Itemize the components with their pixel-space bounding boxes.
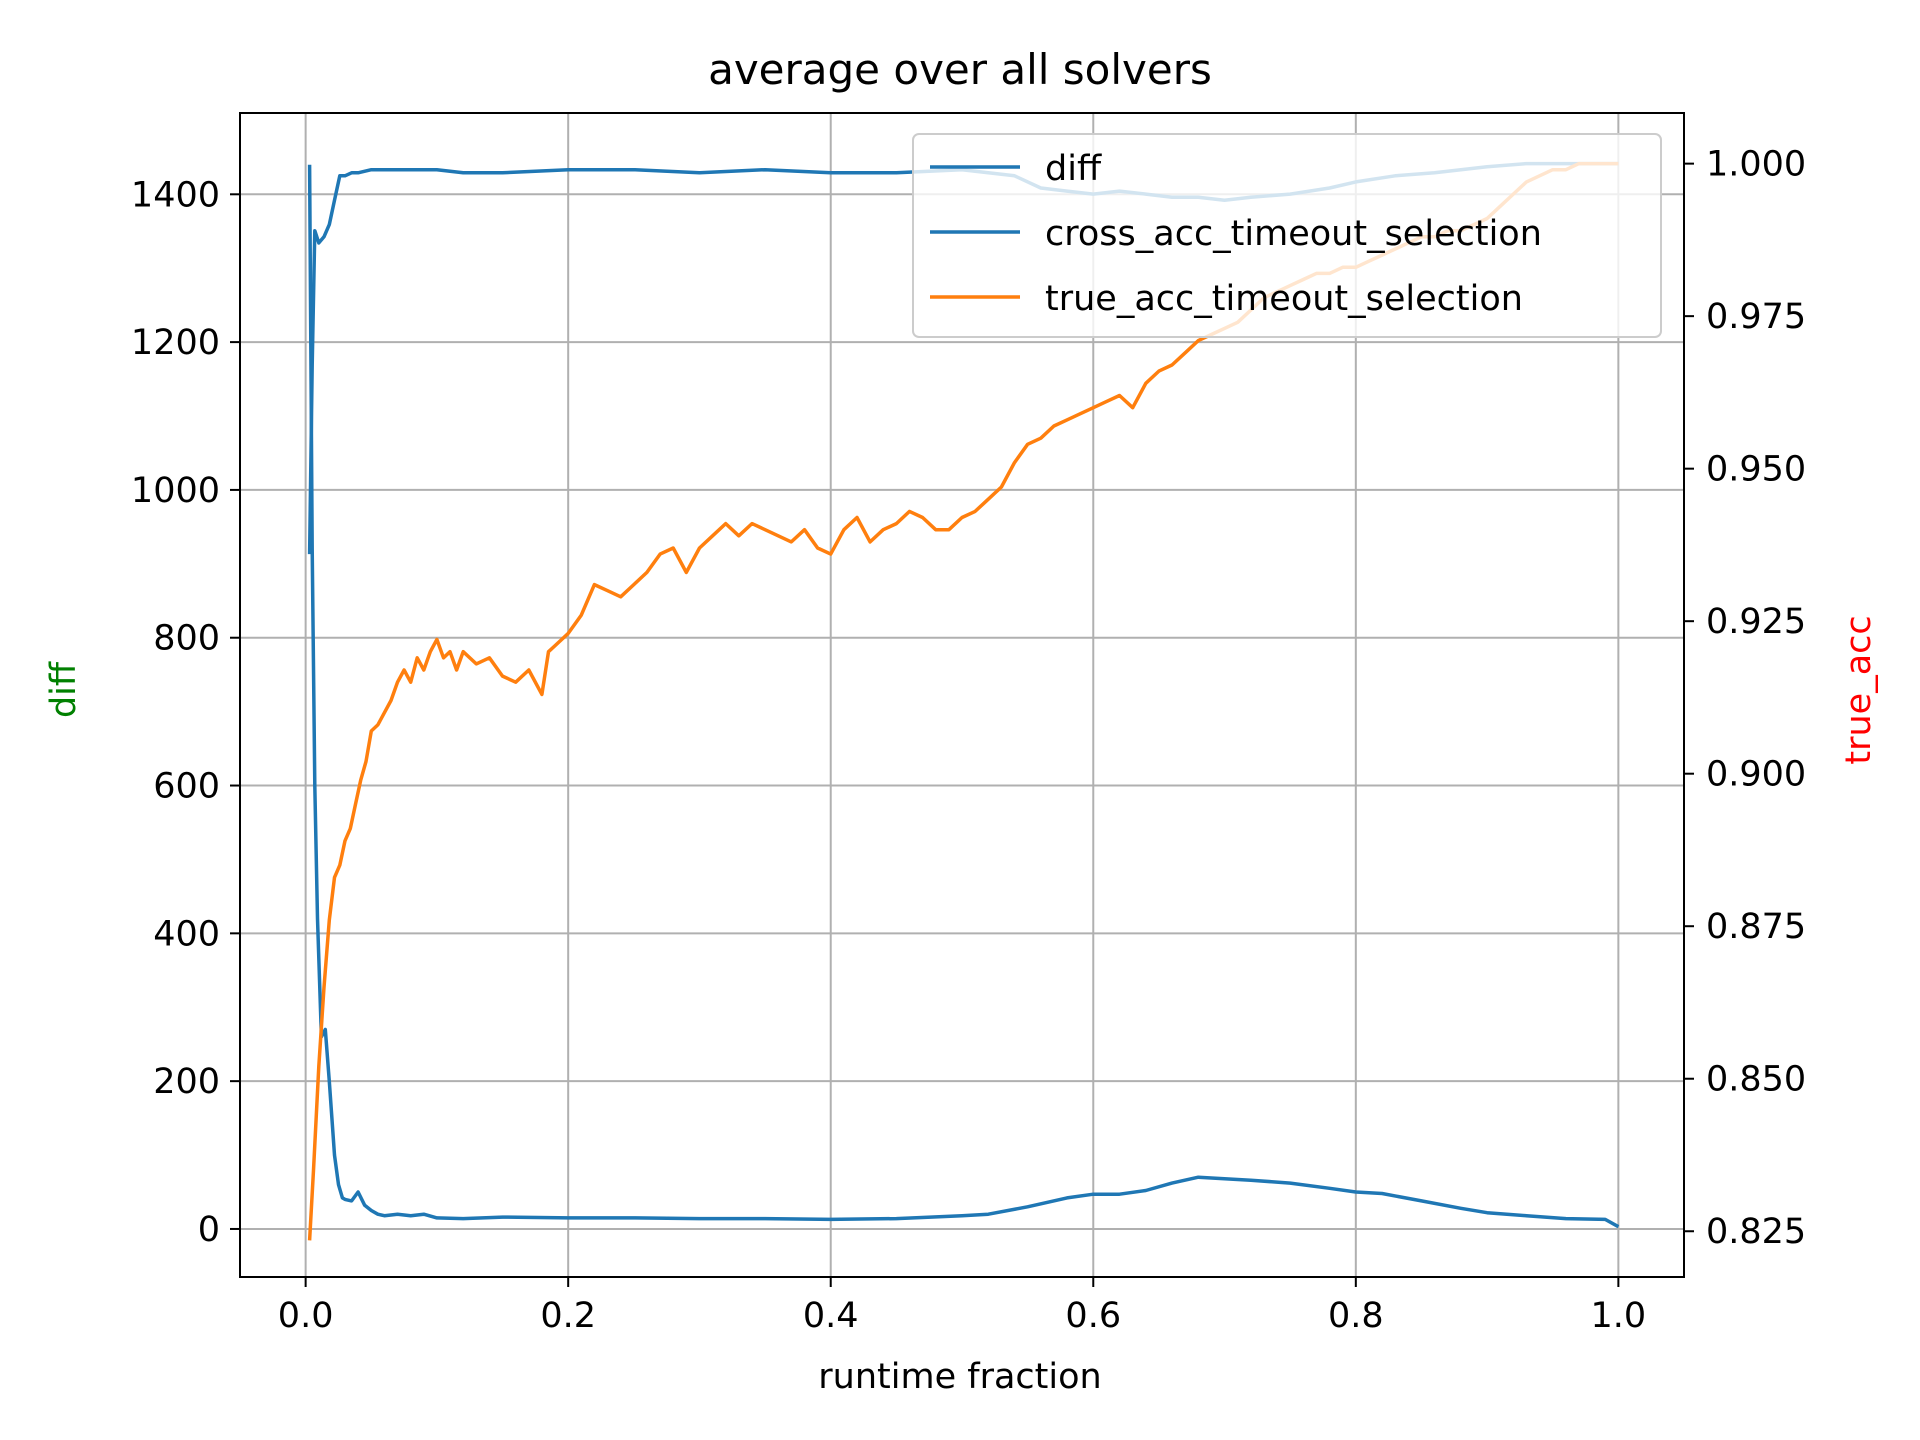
series-line-diff — [307, 164, 1620, 1229]
legend-box — [912, 133, 1662, 338]
y2-tick-label: 0.925 — [1706, 602, 1806, 642]
y2-tick-label: 0.825 — [1706, 1212, 1806, 1252]
y-tick-label: 1200 — [131, 323, 220, 363]
axis-ticks: 0.0 0.2 0.4 0.6 0.8 1.0 0 200 400 600 800 1000 1200 1… — [131, 145, 1806, 1336]
plot-frame — [239, 112, 1685, 1278]
y2-tick-label: 1.000 — [1706, 145, 1806, 185]
x-tick-label: 0.6 — [1065, 1296, 1121, 1336]
y-tick-label: 400 — [153, 914, 220, 954]
y2-tick-label: 0.900 — [1706, 755, 1806, 795]
x-tick-label: 0.4 — [803, 1296, 859, 1336]
x-axis-title: runtime fraction — [818, 1357, 1101, 1397]
y2-tick-label: 0.850 — [1706, 1060, 1806, 1100]
x-tick-label: 1.0 — [1591, 1296, 1647, 1336]
legend-label-true-acc: true_acc_timeout_selection — [1045, 279, 1523, 319]
y-tick-label: 1400 — [131, 175, 220, 215]
y-tick-label: 1000 — [131, 471, 220, 511]
y-tick-label: 600 — [153, 767, 220, 807]
y2-tick-label: 0.950 — [1706, 450, 1806, 490]
legend-label-diff: diff — [1045, 149, 1102, 189]
y-axis-title: diff — [44, 661, 84, 718]
chart-title: average over all solvers — [708, 45, 1212, 94]
y2-tick-label: 0.975 — [1706, 297, 1806, 337]
x-tick-label: 0.8 — [1328, 1296, 1384, 1336]
y-tick-label: 200 — [153, 1062, 220, 1102]
x-tick-label: 0.2 — [540, 1296, 596, 1336]
y-tick-label: 800 — [153, 619, 220, 659]
y2-axis-title: true_acc — [1839, 615, 1879, 764]
x-tick-label: 0.0 — [278, 1296, 334, 1336]
legend: diff cross_acc_timeout_selection true_ac… — [912, 133, 1662, 338]
y2-tick-label: 0.875 — [1706, 907, 1806, 947]
legend-label-cross-acc: cross_acc_timeout_selection — [1045, 214, 1542, 254]
y-tick-label: 0 — [198, 1210, 220, 1250]
